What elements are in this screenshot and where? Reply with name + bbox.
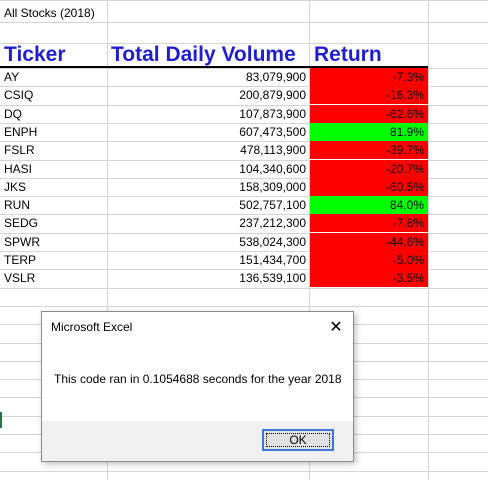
return-cell[interactable]: -39.7% — [310, 141, 428, 159]
sheet-title-cell[interactable]: All Stocks (2018) — [4, 6, 95, 20]
volume-cell[interactable]: 158,309,000 — [239, 180, 306, 194]
row-divider — [0, 288, 488, 289]
volume-cell[interactable]: 538,024,300 — [239, 235, 306, 249]
selection-marker — [0, 412, 2, 428]
column-divider — [309, 0, 310, 480]
volume-cell[interactable]: 502,757,100 — [239, 198, 306, 212]
row-divider — [0, 251, 488, 252]
return-cell[interactable]: -16.3% — [310, 86, 428, 104]
dialog-body: This code ran in 0.1054688 seconds for t… — [42, 342, 353, 421]
dialog-title: Microsoft Excel — [51, 320, 133, 334]
ticker-header[interactable]: Ticker — [4, 43, 66, 66]
row-divider — [0, 233, 488, 234]
row-divider — [0, 178, 488, 179]
row-divider — [0, 196, 488, 197]
dialog-titlebar: Microsoft Excel ✕ — [42, 312, 353, 342]
close-icon[interactable]: ✕ — [329, 319, 343, 336]
row-divider — [0, 22, 488, 23]
row-divider — [0, 68, 488, 69]
return-header[interactable]: Return — [314, 43, 382, 66]
ok-button[interactable]: OK — [262, 429, 334, 451]
row-divider — [0, 0, 488, 1]
ticker-cell[interactable]: SEDG — [4, 216, 39, 230]
row-divider — [0, 214, 488, 215]
volume-cell[interactable]: 607,473,500 — [239, 125, 306, 139]
return-cell[interactable]: -20.7% — [310, 160, 428, 178]
ticker-cell[interactable]: SPWR — [4, 235, 40, 249]
ticker-cell[interactable]: ENPH — [4, 125, 38, 139]
row-divider — [0, 123, 488, 124]
return-cell[interactable]: -3.5% — [310, 269, 428, 287]
ticker-cell[interactable]: TERP — [4, 253, 37, 267]
column-divider — [428, 0, 429, 480]
volume-cell[interactable]: 136,539,100 — [239, 271, 306, 285]
return-cell[interactable]: -44.6% — [310, 233, 428, 251]
volume-cell[interactable]: 83,079,900 — [245, 70, 306, 84]
ticker-cell[interactable]: CSIQ — [4, 88, 34, 102]
dialog-message: This code ran in 0.1054688 seconds for t… — [54, 372, 342, 386]
row-divider — [0, 43, 488, 44]
ticker-cell[interactable]: JKS — [4, 180, 27, 194]
row-divider — [0, 471, 488, 472]
return-cell[interactable]: 84.0% — [310, 196, 428, 214]
row-divider — [0, 105, 488, 106]
ticker-cell[interactable]: DQ — [4, 107, 22, 121]
return-cell[interactable]: -7.3% — [310, 68, 428, 86]
row-divider — [0, 86, 488, 87]
row-divider — [0, 160, 488, 161]
dialog-footer: OK — [42, 421, 353, 461]
volume-cell[interactable]: 104,340,600 — [239, 162, 306, 176]
return-cell[interactable]: -5.0% — [310, 251, 428, 269]
volume-cell[interactable]: 478,113,900 — [240, 143, 306, 157]
ticker-cell[interactable]: HASI — [4, 162, 33, 176]
volume-cell[interactable]: 200,879,900 — [239, 88, 306, 102]
ticker-cell[interactable]: AY — [4, 70, 20, 84]
volume-cell[interactable]: 107,873,900 — [239, 107, 306, 121]
return-cell[interactable]: 81.9% — [310, 123, 428, 141]
row-divider — [0, 306, 488, 307]
header-border — [0, 66, 428, 68]
row-divider — [0, 141, 488, 142]
return-cell[interactable]: -60.5% — [310, 178, 428, 196]
ticker-cell[interactable]: VSLR — [4, 271, 36, 285]
volume-cell[interactable]: 151,434,700 — [239, 253, 306, 267]
message-box-dialog: Microsoft Excel ✕ This code ran in 0.105… — [41, 311, 354, 462]
return-cell[interactable]: -7.8% — [310, 214, 428, 232]
volume-cell[interactable]: 237,212,300 — [239, 216, 306, 230]
column-divider — [107, 0, 108, 480]
row-divider — [0, 269, 488, 270]
ticker-cell[interactable]: FSLR — [4, 143, 35, 157]
ticker-cell[interactable]: RUN — [4, 198, 30, 212]
volume-header[interactable]: Total Daily Volume — [111, 43, 296, 66]
return-cell[interactable]: -62.6% — [310, 105, 428, 123]
